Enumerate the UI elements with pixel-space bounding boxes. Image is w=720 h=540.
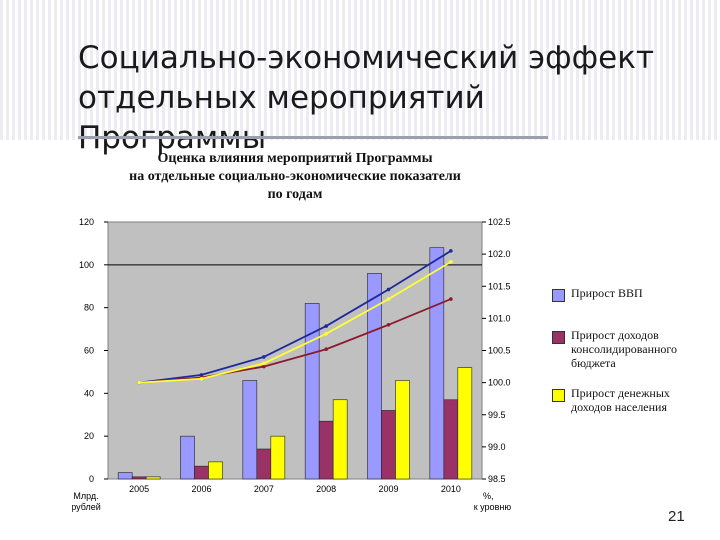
legend-item-budget: Прирост доходов консолидированного бюдже… [552,328,706,370]
bar-s2-2007 [270,435,286,480]
bar-s2-2009 [395,380,410,480]
bar-s2-2005 [145,476,161,480]
bar-s1-2007 [256,448,272,480]
line-point-s2-2010 [449,260,453,264]
left-tick-label-5: 100 [79,260,94,270]
left-tick-label-2: 40 [84,388,94,398]
right-tick-label-4: 100.5 [488,346,511,356]
legend-swatch-income [552,389,565,402]
line-series-1 [139,298,452,384]
bar-s1-2010 [443,399,459,480]
line-point-s2-2005 [137,380,141,385]
bar-s2-2008 [332,399,348,480]
slide-title-line-1: Социально-экономический эффект [78,40,655,76]
right-tick-label-5: 101.0 [488,313,511,323]
line-point-s1-2010 [449,297,453,301]
slide-title-line-2: отдельных мероприятий Программы [78,80,485,156]
right-axis-label-line-1: к уровню 2005г. [474,502,512,512]
bar-s0-2007 [242,380,258,480]
title-underline [78,136,548,139]
left-tick-label-0: 0 [89,474,94,484]
category-label-2006: 2006 [191,484,211,494]
line-point-s1-2009 [386,323,391,327]
left-axis-label-line-1: рублей [72,502,101,512]
bar-s1-2009 [381,410,396,480]
legend-swatch-gdp [552,289,565,302]
legend-swatch-budget [552,331,565,344]
left-tick-label-3: 60 [84,346,94,356]
legend-label-budget: Прирост доходов консолидированного бюдже… [571,328,678,370]
bar-s1-2008 [318,420,334,480]
line-point-s1-2007 [262,364,266,369]
line-point-s2-2009 [386,297,391,301]
line-series-0 [139,250,452,384]
slide-number: 21 [668,508,685,525]
line-point-s0-2006 [199,373,204,377]
chart-title: Оценка влияния мероприятий Программы на … [70,150,520,204]
bar-s1-2005 [131,476,147,480]
bar-s0-2008 [304,303,320,480]
legend-label-gdp: Прирост ВВП [571,286,643,300]
left-axis-label-line-0: Млрд. [73,491,98,501]
left-tick-label-6: 120 [79,217,94,227]
bar-s0-2009 [367,273,382,480]
header-background-stripes [0,0,720,140]
line-point-s0-2009 [386,287,391,292]
legend-label-income: Прирост денежных доходов населения [571,386,670,414]
category-label-2009: 2009 [378,484,398,494]
plot-area [107,221,483,480]
right-axis-label-line-0: %, [483,491,494,501]
line-series-2 [139,261,452,384]
legend-item-income: Прирост денежных доходов населения [552,386,706,414]
category-label-2010: 2010 [441,484,461,494]
right-tick-label-0: 98.5 [488,474,506,484]
bar-s0-2005 [117,472,133,480]
right-tick-label-6: 101.5 [488,281,511,291]
bar-s2-2010 [457,367,473,480]
line-point-s2-2006 [199,376,204,381]
category-label-2007: 2007 [254,484,274,494]
slide-title: Социально-экономический эффект отдельных… [78,38,678,158]
line-point-s0-2007 [262,355,266,359]
chart-title-line-2: на отдельные социально-экономические пок… [129,169,461,184]
right-tick-label-8: 102.5 [488,217,511,227]
right-tick-label-3: 100.0 [488,378,511,388]
right-tick-label-2: 99.5 [488,410,506,420]
right-tick-label-1: 99.0 [488,442,506,452]
category-label-2005: 2005 [129,484,149,494]
right-tick-label-7: 102.0 [488,249,511,259]
line-point-s0-2010 [449,249,453,253]
legend-item-gdp: Прирост ВВП [552,286,706,302]
left-tick-label-4: 80 [84,303,94,313]
line-point-s2-2007 [262,361,266,366]
bar-s1-2006 [194,465,209,480]
line-point-s0-2008 [324,324,328,328]
chart-title-line-3: по годам [267,187,323,202]
chart-title-line-1: Оценка влияния мероприятий Программы [157,151,433,166]
bar-s0-2010 [429,247,445,480]
bar-s2-2006 [208,461,223,480]
category-label-2008: 2008 [316,484,336,494]
line-point-s1-2008 [324,347,328,352]
left-tick-label-1: 20 [84,431,94,441]
chart-svg: 0 20 40 60 80 100 120 98.5 99.0 99.5 100.0 100.5 101… [72,217,512,512]
line-point-s2-2008 [324,331,328,336]
bar-s0-2006 [180,435,195,480]
